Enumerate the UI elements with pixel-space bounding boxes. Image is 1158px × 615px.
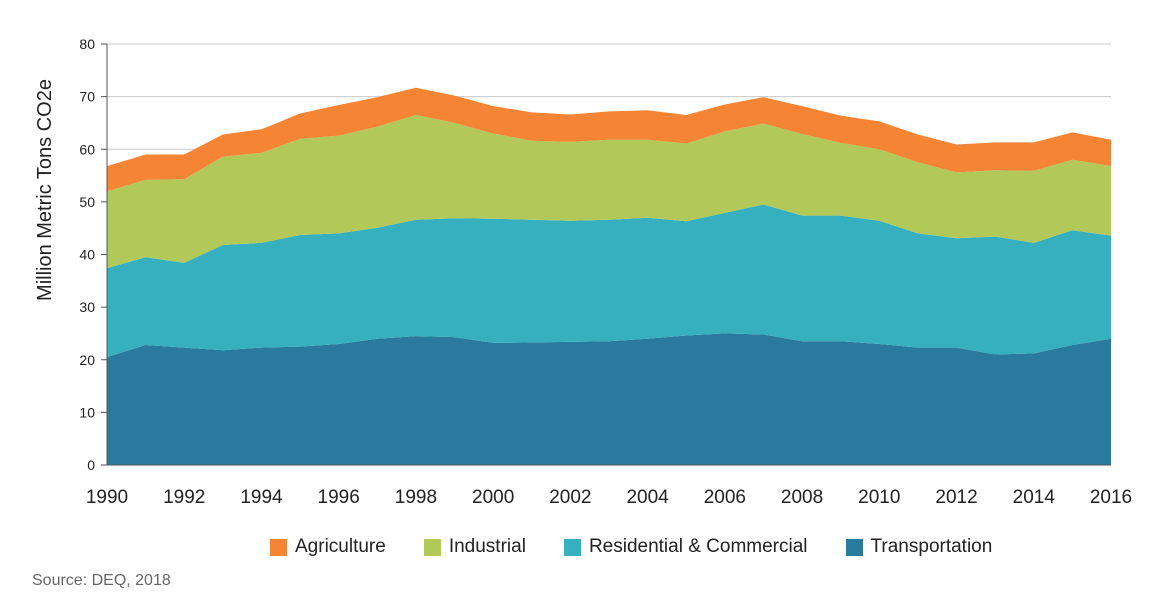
legend-label: Industrial [448,536,526,557]
legend-item: Residential & Commercial [563,536,808,558]
legend: Agriculture Industrial Residential & Comme… [270,536,992,558]
legend-swatch [423,538,441,556]
legend-item: Industrial [423,536,526,558]
y-tick-label: 10 [79,404,95,420]
x-tick-label: 1994 [240,487,283,508]
area-agriculture [107,87,1111,192]
x-tick-label: 1992 [163,487,205,508]
x-tick-label: 2004 [626,487,669,508]
y-tick-label: 30 [79,299,95,315]
y-tick-label: 0 [87,457,95,473]
y-tick-label: 70 [79,89,95,105]
y-tick-label: 80 [79,36,95,52]
x-tick-label: 2010 [858,487,900,508]
area-series [107,87,1111,465]
area-transportation [107,333,1111,465]
area-residential-commercial [107,204,1111,358]
area-industrial [107,115,1111,269]
x-tick-label: 2014 [1013,487,1056,508]
legend-item: Agriculture [270,536,386,558]
x-tick-label: 1990 [86,487,128,508]
legend-item: Transportation [845,536,993,558]
x-tick-label: 2000 [472,487,514,508]
y-tick-label: 50 [79,194,95,210]
y-tick-label: 40 [79,247,95,263]
legend-label: Residential & Commercial [588,536,808,557]
x-tick-label: 1996 [318,487,360,508]
y-axis-label: Million Metric Tons CO2e [34,79,56,301]
x-tick-label: 2008 [781,487,823,508]
legend-swatch [563,538,581,556]
source-note: Source: DEQ, 2018 [32,572,171,589]
x-tick-label: 1998 [395,487,437,508]
x-tick-label: 2006 [704,487,746,508]
legend-swatch [845,538,863,556]
y-tick-label: 60 [79,141,95,157]
x-tick-label: 2012 [935,487,977,508]
legend-label: Agriculture [295,536,386,557]
y-tick-label: 20 [79,352,95,368]
legend-swatch [270,538,287,556]
legend-label: Transportation [870,536,993,557]
x-tick-label: 2002 [549,487,591,508]
axes: 0 10 20 30 40 50 60 70 80 1990 1992 1994 1996 1998 200… [79,36,1132,508]
x-tick-label: 2016 [1090,487,1132,508]
